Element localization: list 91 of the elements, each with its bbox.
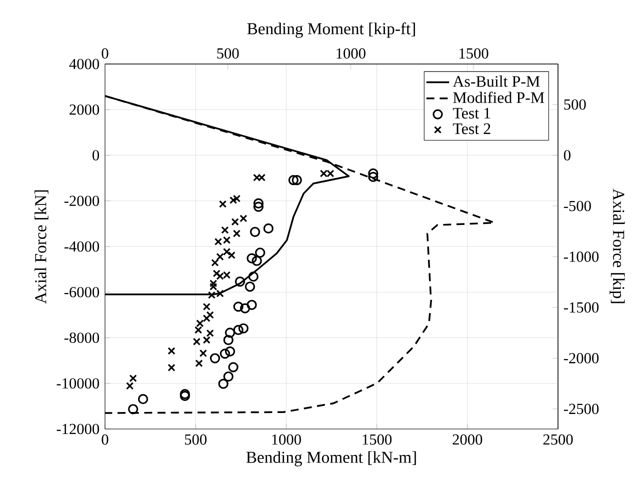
x-tick-label: 2000	[452, 434, 482, 445]
point	[222, 248, 231, 256]
point	[368, 168, 378, 179]
y-tick-label: 4000	[69, 58, 100, 70]
point	[232, 194, 241, 202]
point	[221, 226, 229, 234]
y2-axis-title: Axial Force [kip]	[610, 188, 625, 304]
point	[218, 378, 228, 389]
y-tick-label: -8000	[64, 332, 100, 343]
point	[168, 347, 176, 355]
y2-tick-label: -2500	[564, 404, 599, 414]
point	[138, 394, 148, 404]
x2-tick-label: 0	[102, 48, 108, 59]
legend-label: As-Built P-M	[452, 76, 540, 87]
point	[212, 270, 220, 278]
y2-tick-label: -1000	[564, 252, 599, 262]
point	[255, 248, 266, 258]
x2-tick-label: 1500	[460, 48, 488, 59]
point	[168, 364, 176, 372]
y-tick-label: -6000	[64, 286, 100, 298]
point	[252, 256, 262, 266]
y-tick-label: -4000	[64, 241, 100, 252]
y2-tick-label: -1500	[564, 302, 599, 313]
point	[240, 214, 248, 222]
point	[246, 300, 257, 310]
point	[199, 349, 208, 358]
x2-tick-label: 1000	[336, 48, 366, 59]
y-tick-label: 2000	[70, 104, 100, 115]
x-tick-label: 0	[102, 434, 108, 445]
point	[194, 326, 202, 334]
point	[202, 314, 210, 322]
y2-tick-label: 500	[564, 99, 586, 110]
point	[233, 324, 244, 336]
point	[216, 252, 224, 261]
legend-label: Modified P-M	[453, 92, 544, 104]
y2-tick-label: -500	[564, 200, 591, 212]
y-axis-title: Axial Force [kN]	[34, 190, 48, 304]
point	[228, 362, 238, 372]
legend-label: Test 1	[452, 108, 490, 119]
x2-tick-label: 500	[217, 48, 239, 59]
point	[292, 175, 302, 186]
point	[206, 329, 214, 337]
point	[223, 334, 234, 346]
point	[246, 253, 257, 264]
point	[233, 302, 244, 312]
y-tick-label: -10000	[56, 378, 100, 389]
point	[210, 353, 220, 364]
point	[228, 251, 236, 259]
x-tick-label: 2500	[543, 434, 573, 445]
point	[224, 328, 236, 338]
point	[196, 320, 204, 328]
y2-tick-label: 0	[564, 150, 570, 160]
point	[224, 346, 236, 356]
x-tick-label: 1500	[362, 434, 392, 445]
point	[232, 230, 241, 238]
point	[253, 198, 264, 208]
point	[206, 311, 214, 319]
point	[218, 200, 227, 208]
point	[248, 272, 258, 282]
point	[128, 404, 138, 414]
point	[129, 374, 137, 382]
point	[263, 223, 274, 234]
point	[192, 338, 201, 346]
point	[229, 196, 238, 204]
point	[238, 323, 248, 334]
point	[220, 348, 230, 359]
point	[202, 302, 210, 311]
point	[253, 202, 264, 212]
point	[240, 303, 250, 314]
x-tick-label: 1000	[272, 434, 301, 445]
y2-tick-label: -2000	[564, 353, 599, 364]
x-axis-title: Bending Moment [kN-m]	[246, 451, 416, 466]
point	[210, 280, 218, 288]
point	[126, 382, 134, 390]
point	[195, 359, 203, 368]
y-tick-label: 0	[92, 150, 100, 160]
y-tick-label: -12000	[56, 424, 100, 434]
point	[211, 258, 219, 267]
point	[202, 336, 210, 344]
point	[210, 282, 218, 290]
legend-label: Test 2	[452, 123, 490, 134]
point	[223, 371, 234, 382]
point	[231, 218, 239, 226]
x-tick-label: 500	[185, 434, 207, 445]
point	[288, 175, 299, 186]
point	[250, 226, 260, 237]
x2-axis-title: Bending Moment [kip-ft]	[247, 22, 415, 38]
point	[368, 172, 378, 182]
point	[234, 276, 246, 287]
y-tick-label: -2000	[64, 196, 100, 206]
point	[244, 282, 256, 292]
